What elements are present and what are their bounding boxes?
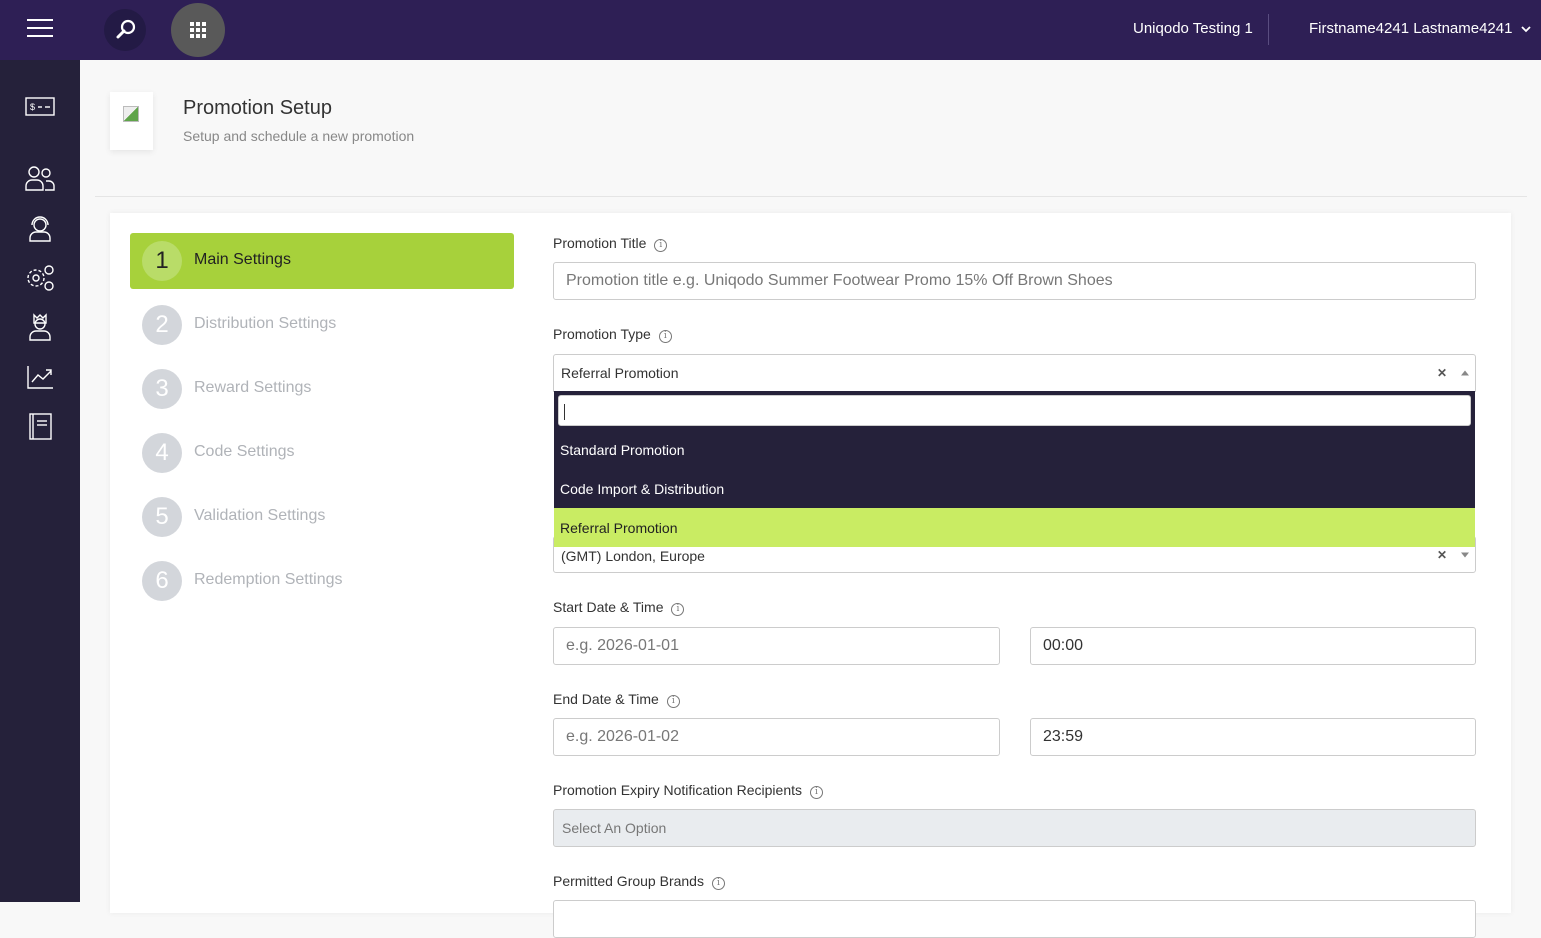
organization-name[interactable]: Uniqodo Testing 1 bbox=[1133, 20, 1253, 37]
page-subtitle: Setup and schedule a new promotion bbox=[183, 128, 415, 144]
label-text: End Date & Time bbox=[553, 691, 659, 707]
divider bbox=[95, 196, 1527, 197]
step-label: Redemption Settings bbox=[194, 571, 343, 588]
apps-grid-icon bbox=[190, 22, 206, 38]
label-text: Permitted Group Brands bbox=[553, 873, 704, 889]
clear-icon[interactable]: ✕ bbox=[1436, 547, 1447, 562]
caret-up-icon[interactable] bbox=[1461, 370, 1469, 376]
user-menu[interactable]: Firstname4241 Lastname4241 bbox=[1309, 20, 1532, 37]
apps-button[interactable] bbox=[171, 3, 225, 57]
divider bbox=[1268, 14, 1269, 45]
top-bar: Uniqodo Testing 1 Firstname4241 Lastname… bbox=[0, 0, 1541, 60]
promotion-type-label: Promotion Type i bbox=[553, 326, 672, 343]
broken-image-icon bbox=[123, 106, 139, 122]
step-redemption-settings[interactable]: 6 Redemption Settings bbox=[130, 553, 514, 609]
billing-icon[interactable]: $ bbox=[24, 90, 56, 122]
step-number: 3 bbox=[142, 369, 182, 409]
info-icon[interactable]: i bbox=[810, 786, 823, 799]
step-validation-settings[interactable]: 5 Validation Settings bbox=[130, 489, 514, 545]
search-button[interactable] bbox=[104, 9, 146, 51]
step-label: Reward Settings bbox=[194, 379, 312, 396]
step-distribution-settings[interactable]: 2 Distribution Settings bbox=[130, 297, 514, 353]
step-number: 6 bbox=[142, 561, 182, 601]
admin-user-icon[interactable] bbox=[24, 311, 56, 343]
label-text: Start Date & Time bbox=[553, 599, 664, 615]
analytics-icon[interactable] bbox=[24, 360, 56, 392]
info-icon[interactable]: i bbox=[654, 239, 668, 252]
info-icon[interactable]: i bbox=[666, 695, 680, 708]
selected-value: Referral Promotion bbox=[561, 365, 679, 381]
support-agent-icon[interactable] bbox=[24, 213, 56, 245]
end-date-label: End Date & Time i bbox=[553, 691, 680, 708]
step-number: 5 bbox=[142, 497, 182, 537]
option-code-import-distribution[interactable]: Code Import & Distribution bbox=[554, 469, 1475, 508]
step-label: Main Settings bbox=[194, 251, 291, 268]
promotion-type-select[interactable]: Referral Promotion ✕ bbox=[553, 354, 1476, 392]
end-time-input[interactable]: 23:59 bbox=[1030, 718, 1476, 756]
step-code-settings[interactable]: 4 Code Settings bbox=[130, 425, 514, 481]
permitted-group-brands-select[interactable] bbox=[553, 900, 1476, 938]
label-text: Promotion Expiry Notification Recipients bbox=[553, 782, 802, 798]
step-label: Validation Settings bbox=[194, 507, 326, 524]
info-icon[interactable]: i bbox=[711, 877, 725, 890]
users-icon[interactable] bbox=[24, 163, 56, 195]
step-number: 4 bbox=[142, 433, 182, 473]
option-standard-promotion[interactable]: Standard Promotion bbox=[554, 430, 1475, 469]
info-icon[interactable]: i bbox=[671, 603, 685, 616]
step-number: 2 bbox=[142, 305, 182, 345]
chevron-down-icon bbox=[1521, 25, 1532, 32]
dropdown-search-input[interactable] bbox=[558, 395, 1471, 426]
caret-down-icon[interactable] bbox=[1461, 552, 1469, 557]
hamburger-menu-icon[interactable] bbox=[27, 19, 53, 37]
label-text: Promotion Title bbox=[553, 235, 647, 251]
label-text: Promotion Type bbox=[553, 326, 651, 342]
expiry-recipients-label: Promotion Expiry Notification Recipients… bbox=[553, 782, 823, 799]
svg-text:$: $ bbox=[30, 102, 35, 112]
step-label: Distribution Settings bbox=[194, 315, 337, 332]
expiry-recipients-select[interactable]: Select An Option bbox=[553, 809, 1476, 847]
step-label: Code Settings bbox=[194, 443, 295, 460]
start-date-input[interactable]: e.g. 2026-01-01 bbox=[553, 627, 1000, 665]
step-reward-settings[interactable]: 3 Reward Settings bbox=[130, 361, 514, 417]
info-icon[interactable]: i bbox=[658, 330, 672, 343]
permitted-group-brands-label: Permitted Group Brands i bbox=[553, 873, 725, 890]
start-time-input[interactable]: 00:00 bbox=[1030, 627, 1476, 665]
promotion-title-input[interactable]: Promotion title e.g. Uniqodo Summer Foot… bbox=[553, 262, 1476, 300]
search-icon bbox=[116, 19, 136, 39]
option-referral-promotion[interactable]: Referral Promotion bbox=[554, 508, 1475, 547]
sidebar: $ bbox=[0, 60, 80, 902]
step-number: 1 bbox=[142, 241, 182, 281]
page-title: Promotion Setup bbox=[183, 97, 332, 119]
start-date-label: Start Date & Time i bbox=[553, 599, 685, 616]
promotion-image-placeholder bbox=[110, 92, 153, 150]
docs-icon[interactable] bbox=[24, 410, 56, 442]
user-name: Firstname4241 Lastname4241 bbox=[1309, 20, 1513, 37]
settings-icon[interactable] bbox=[24, 262, 56, 294]
step-main-settings[interactable]: 1 Main Settings bbox=[130, 233, 514, 289]
promotion-title-label: Promotion Title i bbox=[553, 235, 668, 252]
selected-value: (GMT) London, Europe bbox=[561, 547, 705, 564]
clear-icon[interactable]: ✕ bbox=[1436, 366, 1447, 380]
end-date-input[interactable]: e.g. 2026-01-02 bbox=[553, 718, 1000, 756]
